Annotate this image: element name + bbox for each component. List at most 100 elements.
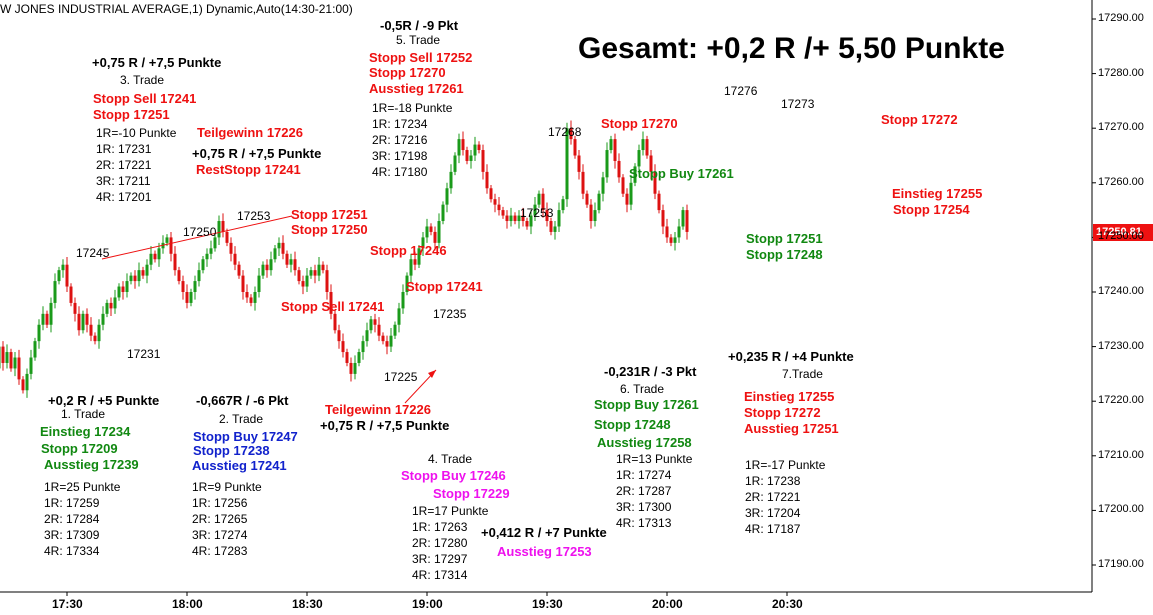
candle-body (673, 237, 677, 243)
candle-body (57, 270, 61, 282)
candle-body (505, 215, 509, 222)
candle-body (345, 352, 349, 363)
trade-2-target: 4R: 17283 (192, 544, 248, 558)
candle-body (685, 210, 689, 232)
candle-body (385, 341, 389, 347)
candle-body (301, 281, 305, 287)
candle-body (369, 319, 373, 331)
candle-body (77, 313, 81, 331)
candle-body (305, 275, 309, 287)
x-tick-label: 20:30 (772, 597, 803, 611)
candle-body (529, 215, 533, 227)
trade-7-name: 7.Trade (782, 367, 823, 381)
annotation-stopp: Stopp 17272 (881, 112, 958, 127)
candle-body (233, 253, 237, 265)
trade-2-line: Ausstieg 17241 (192, 458, 287, 473)
trade-5-target: 3R: 17198 (372, 149, 428, 163)
candle-body (409, 259, 413, 276)
annotation-teilgewinn: Teilgewinn 17226 (325, 402, 431, 417)
trade-1-target: 1R: 17259 (44, 496, 100, 510)
candle-body (473, 144, 477, 156)
candle-body (381, 335, 385, 342)
candle-body (377, 324, 381, 336)
trade-6-target: 1R: 17274 (616, 468, 672, 482)
candle-body (21, 379, 25, 391)
candle-body (85, 313, 89, 325)
candle-body (657, 193, 661, 211)
annotation-stopp: Stopp 17254 (893, 202, 970, 217)
trade-6-line: Ausstieg 17258 (597, 435, 692, 450)
candle-body (69, 286, 73, 303)
candle-body (73, 302, 77, 314)
candle-body (49, 302, 53, 325)
annotation-einstieg: Einstieg 17255 (892, 186, 983, 201)
candle-body (413, 259, 417, 265)
candle-body (333, 313, 337, 331)
candle-body (465, 150, 469, 161)
trade-1-target: 2R: 17284 (44, 512, 100, 526)
trade-7-target: 1R: 17238 (745, 474, 801, 488)
y-tick-label: 17280.00 (1098, 66, 1144, 79)
candle-body (253, 292, 257, 303)
trade-6-target: 1R=13 Punkte (616, 452, 693, 466)
trade-1-result: +0,2 R / +5 Punkte (48, 393, 160, 408)
trade-4-target: 2R: 17280 (412, 536, 468, 550)
candle-body (89, 324, 93, 336)
candle-body (205, 253, 209, 260)
trade-3-line: Stopp 17251 (93, 107, 170, 122)
candle-body (397, 308, 401, 325)
trade-6-target: 4R: 17313 (616, 516, 672, 530)
candle-body (61, 264, 65, 271)
candle-body (625, 193, 629, 205)
candle-body (221, 221, 225, 232)
candle-body (565, 128, 569, 200)
candle-body (29, 357, 33, 374)
trade-3-extra: RestStopp 17241 (196, 162, 301, 177)
candle-body (501, 210, 505, 216)
trade-3-extra: Teilgewinn 17226 (197, 125, 303, 140)
candle-body (5, 352, 9, 363)
candle-body (41, 313, 45, 325)
candle-body (101, 313, 105, 325)
candle-body (573, 139, 577, 156)
candle-body (653, 171, 657, 194)
peak-label: 17235 (433, 307, 467, 321)
candle-body (213, 237, 217, 249)
trade-5-target: 2R: 17216 (372, 133, 428, 147)
candle-body (421, 237, 425, 249)
candle-body (569, 128, 573, 140)
candle-body (433, 231, 437, 243)
trade-5-target: 4R: 17180 (372, 165, 428, 179)
candle-body (649, 155, 653, 172)
candle-body (521, 215, 525, 222)
trade-6-target: 2R: 17287 (616, 484, 672, 498)
candle-body (157, 248, 161, 260)
candles-layer (0, 120, 689, 398)
peak-label: 17231 (127, 347, 161, 361)
candle-body (37, 324, 41, 342)
candle-body (513, 215, 517, 222)
candle-body (373, 319, 377, 325)
x-tick-marks (66, 592, 788, 596)
candle-body (133, 275, 137, 282)
annotation-stopp: Stopp 17246 (370, 243, 447, 258)
candle-body (641, 139, 645, 151)
trade-5-line: Stopp Sell 17252 (369, 50, 473, 65)
candle-body (269, 259, 273, 271)
chart-header-title: W JONES INDUSTRIAL AVERAGE,1) Dynamic,Au… (0, 2, 353, 16)
candle-body (289, 259, 293, 265)
y-tick-label: 17250.00 (1098, 230, 1144, 243)
candle-body (477, 144, 481, 151)
candle-body (121, 286, 125, 292)
annotation-stopp-sell: Stopp Sell 17241 (281, 299, 385, 314)
candle-body (681, 210, 685, 227)
candle-body (105, 302, 109, 314)
candle-body (489, 188, 493, 200)
candle-body (449, 171, 453, 189)
candle-body (361, 341, 365, 353)
candle-body (549, 221, 553, 232)
candle-body (173, 253, 177, 271)
candle-body (497, 204, 501, 211)
candle-body (297, 270, 301, 282)
